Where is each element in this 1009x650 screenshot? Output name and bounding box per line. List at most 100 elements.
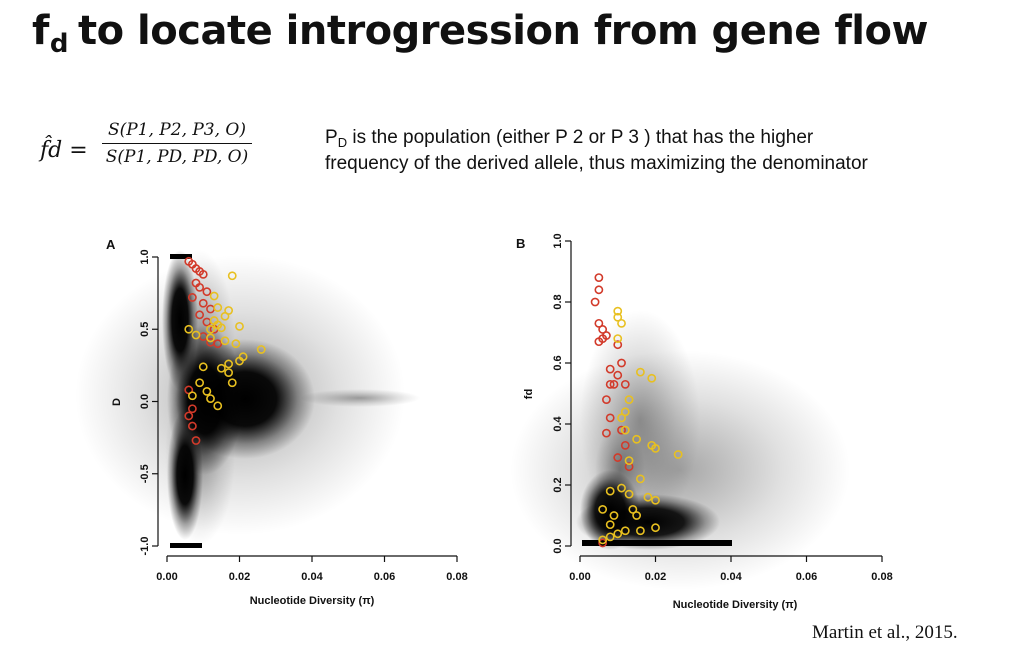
red-data-point bbox=[602, 428, 611, 438]
red-data-point bbox=[605, 413, 615, 423]
y-tick-label: 1.0 bbox=[139, 249, 151, 264]
x-tick-label: 0.06 bbox=[374, 571, 395, 583]
yellow-data-point bbox=[632, 434, 642, 444]
y-tick-label: 0.6 bbox=[552, 355, 564, 370]
title-f: f bbox=[32, 8, 49, 54]
note-line-2: frequency of the derived allele, thus ma… bbox=[325, 153, 868, 174]
yellow-data-point bbox=[624, 489, 634, 499]
pd-explanation: PD is the population (either P 2 or P 3 … bbox=[325, 125, 995, 176]
red-data-point bbox=[613, 453, 623, 462]
panel-a-cloud bbox=[75, 250, 420, 548]
note-line-1-rest: is the population (either P 2 or P 3 ) t… bbox=[347, 127, 814, 148]
note-p: P bbox=[325, 127, 338, 148]
yellow-data-point bbox=[651, 443, 660, 453]
y-tick-label: 0.0 bbox=[139, 394, 151, 409]
yellow-data-point bbox=[216, 363, 226, 373]
fraction-bar bbox=[102, 143, 252, 144]
x-tick-label: 0.02 bbox=[229, 571, 250, 583]
red-data-point bbox=[594, 285, 604, 295]
red-data-point bbox=[594, 273, 604, 282]
title-rest: to locate introgression from gene flow bbox=[78, 8, 928, 54]
yellow-data-point bbox=[187, 391, 197, 401]
red-data-point bbox=[184, 411, 194, 421]
yellow-data-point bbox=[227, 378, 237, 388]
formula-denominator: S(P1, PD, PD, O) bbox=[105, 147, 249, 167]
yellow-data-point bbox=[206, 324, 215, 334]
y-tick-label: 0.4 bbox=[552, 415, 564, 431]
y-tick-label: -1.0 bbox=[139, 537, 151, 556]
yellow-data-point bbox=[613, 529, 623, 539]
yellow-data-point bbox=[636, 474, 645, 484]
yellow-data-point bbox=[598, 504, 608, 514]
red-data-point bbox=[620, 379, 630, 389]
yellow-data-point bbox=[613, 334, 623, 343]
yellow-data-point bbox=[605, 486, 615, 496]
yellow-data-point bbox=[632, 511, 642, 520]
red-data-point bbox=[613, 370, 623, 380]
red-data-point bbox=[609, 379, 619, 389]
yellow-data-point bbox=[673, 450, 683, 459]
note-p-subscript: D bbox=[337, 135, 348, 150]
x-tick-label: 0.00 bbox=[569, 571, 590, 583]
yellow-data-point bbox=[605, 532, 615, 542]
citation: Martin et al., 2015. bbox=[812, 622, 958, 643]
panel-a-label: A bbox=[106, 237, 116, 252]
yellow-data-point bbox=[235, 321, 244, 331]
yellow-data-point bbox=[206, 333, 215, 343]
red-data-point bbox=[598, 325, 608, 334]
yellow-data-point bbox=[256, 345, 266, 354]
yellow-data-point bbox=[617, 413, 626, 423]
red-data-point bbox=[202, 287, 212, 297]
panel-b-x-axis-title: Nucleotide Diversity (π) bbox=[673, 599, 798, 611]
panel-a: A -1.0 -0.5 0.0 0.5 1.0 0.00 0.02 0.04 0.06 0.08… bbox=[75, 237, 468, 607]
yellow-data-point bbox=[216, 323, 226, 333]
y-tick-label: 0.2 bbox=[552, 477, 564, 492]
red-data-point bbox=[187, 421, 197, 431]
red-data-point bbox=[195, 282, 205, 292]
red-data-point bbox=[198, 298, 208, 308]
yellow-data-point bbox=[609, 511, 619, 520]
panel-a-y-axis-title: D bbox=[111, 398, 123, 406]
y-tick-label: 0.5 bbox=[139, 322, 151, 337]
yellow-data-point bbox=[224, 368, 234, 377]
x-tick-label: 0.04 bbox=[301, 571, 323, 583]
yellow-data-point bbox=[195, 378, 205, 388]
yellow-data-point bbox=[624, 395, 634, 404]
red-data-point bbox=[617, 358, 626, 368]
red-data-point bbox=[598, 538, 608, 548]
y-tick-label: 0.0 bbox=[552, 538, 564, 553]
yellow-data-point bbox=[227, 271, 237, 281]
yellow-data-point bbox=[213, 303, 223, 312]
yellow-data-point bbox=[620, 526, 630, 536]
yellow-data-point bbox=[224, 359, 234, 369]
formula-numerator: S(P1, P2, P3, O) bbox=[107, 120, 247, 140]
yellow-data-point bbox=[209, 291, 219, 301]
y-tick-label: -0.5 bbox=[139, 464, 151, 483]
yellow-data-point bbox=[647, 373, 657, 383]
fd-formula: f̂d = S(P1, P2, P3, O) S(P1, PD, PD, O) bbox=[40, 120, 260, 190]
red-data-point bbox=[191, 436, 201, 445]
x-tick-label: 0.00 bbox=[156, 571, 177, 583]
x-tick-label: 0.04 bbox=[720, 571, 742, 583]
yellow-data-point bbox=[617, 483, 626, 493]
y-tick-label: 0.8 bbox=[552, 294, 564, 309]
red-data-point bbox=[590, 297, 600, 307]
yellow-data-point bbox=[184, 324, 194, 334]
yellow-data-point bbox=[213, 401, 223, 411]
red-data-point bbox=[187, 404, 197, 414]
red-data-point bbox=[602, 395, 611, 404]
yellow-data-point bbox=[651, 523, 660, 533]
red-data-point bbox=[187, 293, 197, 302]
yellow-data-point bbox=[628, 504, 638, 514]
red-data-point bbox=[594, 318, 604, 328]
red-data-point bbox=[598, 334, 608, 343]
red-data-point bbox=[195, 310, 205, 320]
formula-lhs: f̂d = bbox=[40, 138, 88, 163]
yellow-data-point bbox=[636, 526, 645, 536]
yellow-data-point bbox=[651, 495, 660, 505]
yellow-data-point bbox=[198, 362, 208, 372]
yellow-data-point bbox=[191, 330, 201, 340]
yellow-data-point bbox=[643, 492, 653, 502]
yellow-data-point bbox=[235, 356, 244, 366]
